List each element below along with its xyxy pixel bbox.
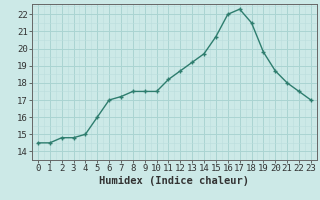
X-axis label: Humidex (Indice chaleur): Humidex (Indice chaleur) — [100, 176, 249, 186]
